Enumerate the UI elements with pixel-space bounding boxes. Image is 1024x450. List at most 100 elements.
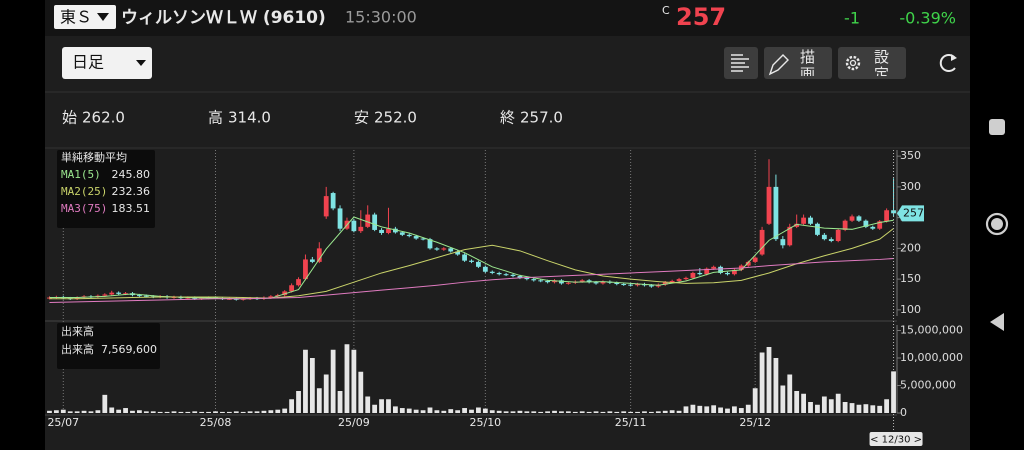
candle-body bbox=[379, 229, 384, 233]
volume-bar bbox=[759, 352, 765, 413]
candle-body bbox=[123, 293, 128, 295]
market-select[interactable] bbox=[54, 5, 116, 29]
crosshair-label: < 12/30 > bbox=[870, 435, 922, 446]
ma-legend-value: 183.51 bbox=[112, 202, 151, 215]
home-button[interactable] bbox=[985, 212, 1009, 236]
candle-body bbox=[455, 251, 461, 255]
volume-bar bbox=[316, 388, 322, 413]
price-tag bbox=[897, 205, 924, 222]
volume-legend-title: 出来高 bbox=[61, 324, 94, 338]
volume-bar bbox=[81, 410, 87, 413]
volume-bar bbox=[586, 411, 592, 413]
candle-body bbox=[309, 259, 315, 262]
candle-body bbox=[330, 193, 336, 209]
candle-body bbox=[856, 216, 862, 221]
volume-bar bbox=[67, 411, 73, 413]
candle-body bbox=[282, 291, 288, 296]
candle-body bbox=[614, 282, 620, 285]
dropdown-arrow bbox=[136, 60, 146, 66]
volume-bar bbox=[835, 393, 841, 413]
draw-button[interactable] bbox=[764, 47, 832, 79]
volume-bar bbox=[130, 410, 135, 413]
candle-body bbox=[773, 186, 779, 240]
volume-legend-value: 7,569,600 bbox=[101, 343, 157, 356]
ohlc-label: 終 bbox=[500, 109, 515, 127]
volume-bar bbox=[877, 405, 883, 413]
volume-bar bbox=[213, 411, 218, 413]
volume-bar bbox=[427, 407, 433, 413]
volume-bar bbox=[635, 411, 640, 413]
ma-line bbox=[49, 216, 894, 300]
ohlc-value: 252.0 bbox=[374, 109, 417, 127]
candle-body bbox=[835, 229, 841, 241]
volume-bar bbox=[171, 411, 177, 413]
candle-body bbox=[635, 284, 640, 286]
ohlc-value: 314.0 bbox=[228, 109, 271, 127]
candle-body bbox=[745, 261, 751, 266]
volume-bar bbox=[842, 402, 848, 413]
stock-name: ウィルソンＷＬＷ (9610) bbox=[121, 8, 326, 28]
volume-bar bbox=[47, 410, 52, 413]
candle-body bbox=[787, 226, 793, 246]
volume-bar bbox=[503, 411, 509, 413]
volume-bar bbox=[863, 404, 869, 413]
volume-bar bbox=[538, 411, 544, 413]
volume-bar bbox=[559, 411, 564, 413]
volume-bar bbox=[725, 408, 730, 413]
volume-bar bbox=[74, 411, 80, 413]
volume-bar bbox=[856, 404, 862, 413]
volume-bar bbox=[448, 409, 454, 413]
volume-bar bbox=[565, 411, 571, 413]
settings-button[interactable] bbox=[838, 47, 906, 79]
draw-label: 描画 bbox=[800, 49, 816, 76]
candle-body bbox=[448, 248, 454, 252]
gear-icon bbox=[849, 59, 857, 67]
volume-bar bbox=[821, 396, 827, 413]
back-button[interactable] bbox=[990, 313, 1004, 331]
volume-bar bbox=[808, 402, 813, 413]
list-icon bbox=[731, 54, 749, 72]
volume-bar bbox=[226, 411, 232, 413]
volume-bar bbox=[517, 410, 523, 413]
candle-body bbox=[648, 285, 654, 287]
volume-bar bbox=[434, 410, 440, 413]
ma-legend-value: 245.80 bbox=[112, 168, 151, 181]
candle-body bbox=[704, 268, 710, 275]
candle-body bbox=[517, 276, 523, 278]
candle-body bbox=[489, 271, 495, 273]
x-tick-label: 25/09 bbox=[338, 416, 370, 429]
volume-bar bbox=[268, 410, 274, 413]
volume-bar bbox=[303, 349, 308, 413]
y-tick-label: 300 bbox=[900, 180, 921, 193]
volume-bar bbox=[815, 404, 820, 413]
volume-bar bbox=[309, 358, 315, 413]
refresh-icon[interactable] bbox=[939, 54, 956, 72]
candle-body bbox=[296, 279, 301, 286]
volume-bar bbox=[240, 411, 246, 413]
volume-legend bbox=[57, 323, 160, 369]
candle-body bbox=[842, 220, 848, 230]
recent-button[interactable] bbox=[989, 119, 1005, 135]
ohlc-label: 高 bbox=[208, 109, 223, 127]
candle-body bbox=[628, 284, 634, 286]
period-select[interactable] bbox=[62, 47, 152, 79]
candle-body bbox=[413, 236, 419, 239]
candle-body bbox=[337, 208, 343, 229]
candle-body bbox=[600, 281, 606, 284]
candle-body bbox=[725, 272, 730, 275]
ma-legend-name: MA2(25) bbox=[61, 185, 107, 198]
candle-body bbox=[828, 239, 834, 241]
candle-body bbox=[870, 226, 876, 229]
volume-bar bbox=[116, 409, 122, 413]
volume-bar bbox=[53, 410, 59, 413]
candle-body bbox=[586, 280, 592, 283]
period: 日足 bbox=[72, 53, 104, 72]
volume-bar bbox=[220, 411, 225, 413]
time: 15:30:00 bbox=[345, 8, 417, 27]
volume-bar bbox=[60, 409, 66, 413]
candle-body bbox=[399, 232, 405, 235]
volume-bar bbox=[704, 406, 710, 413]
volume-bar bbox=[254, 411, 260, 413]
volume-bar bbox=[828, 399, 834, 413]
